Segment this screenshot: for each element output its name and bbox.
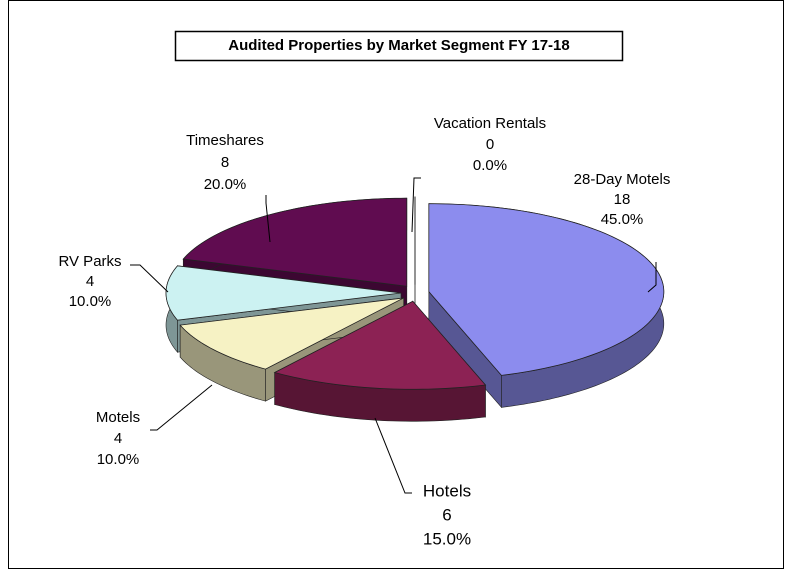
leader-line xyxy=(130,264,169,293)
data-label: 8 xyxy=(221,154,229,171)
data-label: RV Parks xyxy=(58,253,121,270)
data-label: 10.0% xyxy=(97,451,140,468)
leader-line xyxy=(150,384,213,431)
data-label: Timeshares xyxy=(186,132,264,149)
title-box xyxy=(174,30,624,62)
data-label: 0 xyxy=(486,136,494,153)
slice-top xyxy=(165,265,402,321)
data-label: 45.0% xyxy=(601,211,644,228)
data-label: 28-Day Motels xyxy=(574,171,671,188)
data-label: Vacation Rentals xyxy=(434,115,546,132)
data-label: Motels xyxy=(96,409,140,426)
slice-top xyxy=(182,197,408,287)
leader-line xyxy=(374,417,412,494)
data-label: 4 xyxy=(114,430,122,447)
data-label: 4 xyxy=(86,273,94,290)
slice xyxy=(428,203,665,409)
slice-top xyxy=(428,203,665,376)
slice-top xyxy=(179,297,404,370)
data-label: 10.0% xyxy=(69,293,112,310)
leader-line xyxy=(411,177,421,233)
slice xyxy=(273,300,487,422)
leader-line xyxy=(647,262,657,293)
chart-frame xyxy=(8,0,784,569)
leader-line xyxy=(265,195,271,243)
slice-top xyxy=(273,300,487,390)
data-label: Hotels xyxy=(423,481,471,500)
data-label: 20.0% xyxy=(204,176,247,193)
data-label: 6 xyxy=(442,505,451,524)
data-label: 18 xyxy=(614,191,631,208)
data-label: 0.0% xyxy=(473,157,507,174)
data-label: 15.0% xyxy=(423,529,471,548)
chart-title: Audited Properties by Market Segment FY … xyxy=(228,37,570,54)
